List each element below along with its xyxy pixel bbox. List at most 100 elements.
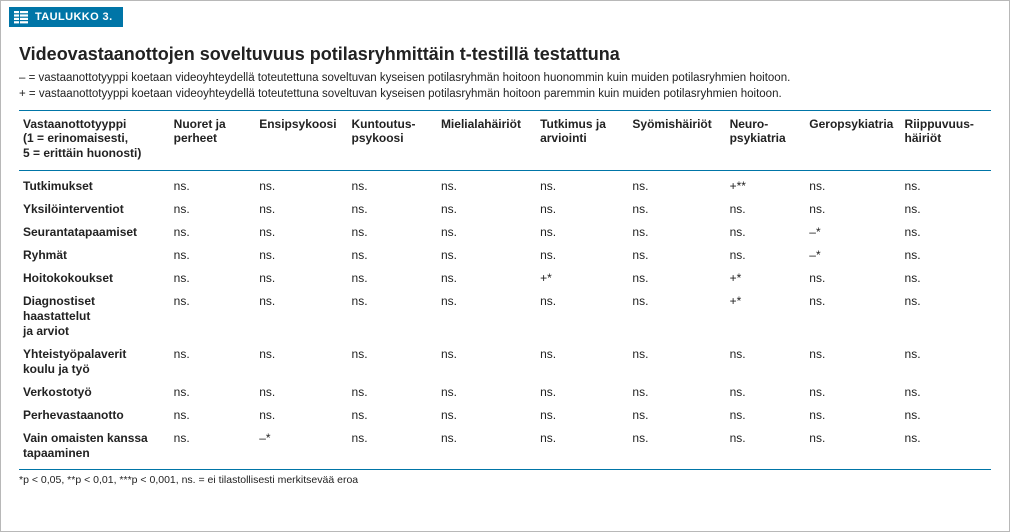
cell: ns.	[536, 343, 628, 381]
cell: ns.	[628, 343, 725, 381]
table-row: Tutkimuksetns.ns.ns.ns.ns.ns.+**ns.ns.	[19, 171, 991, 199]
cell: ns.	[536, 381, 628, 404]
cell: ns.	[255, 343, 347, 381]
cell: ns.	[348, 427, 437, 470]
cell: ns.	[536, 221, 628, 244]
cell: ns.	[170, 198, 256, 221]
table-card: TAULUKKO 3. Videovastaanottojen soveltuv…	[0, 0, 1010, 532]
cell: +*	[536, 267, 628, 290]
cell: ns.	[170, 267, 256, 290]
cell: ns.	[255, 244, 347, 267]
legend-plus: + = vastaanottotyyppi koetaan videoyhtey…	[19, 87, 991, 103]
cell: ns.	[628, 267, 725, 290]
row-label: Tutkimukset	[19, 171, 170, 199]
cell: ns.	[726, 381, 806, 404]
cell: ns.	[726, 404, 806, 427]
cell: ns.	[348, 198, 437, 221]
column-header: Tutkimus jaarviointi	[536, 111, 628, 171]
cell: ns.	[805, 381, 900, 404]
cell: ns.	[628, 171, 725, 199]
table-row: Yksilöinterventiotns.ns.ns.ns.ns.ns.ns.n…	[19, 198, 991, 221]
cell: ns.	[805, 267, 900, 290]
cell: ns.	[437, 343, 536, 381]
cell: –*	[805, 221, 900, 244]
cell: ns.	[805, 198, 900, 221]
cell: ns.	[170, 290, 256, 343]
cell: ns.	[437, 267, 536, 290]
card-content: Videovastaanottojen soveltuvuus potilasr…	[1, 30, 1009, 492]
cell: –*	[805, 244, 900, 267]
table-row: Perhevastaanottons.ns.ns.ns.ns.ns.ns.ns.…	[19, 404, 991, 427]
cell: ns.	[901, 171, 991, 199]
table-row: Vain omaisten kanssatapaaminenns.–*ns.ns…	[19, 427, 991, 470]
cell: ns.	[437, 290, 536, 343]
cell: ns.	[901, 221, 991, 244]
cell: ns.	[255, 381, 347, 404]
cell: ns.	[726, 343, 806, 381]
column-header: Syömishäiriöt	[628, 111, 725, 171]
cell: ns.	[901, 198, 991, 221]
cell: ns.	[628, 427, 725, 470]
cell: –*	[255, 427, 347, 470]
cell: ns.	[348, 221, 437, 244]
table-title: Videovastaanottojen soveltuvuus potilasr…	[19, 44, 991, 65]
data-table: Vastaanottotyyppi(1 = erinomaisesti,5 = …	[19, 110, 991, 470]
cell: ns.	[255, 290, 347, 343]
cell: ns.	[628, 381, 725, 404]
cell: ns.	[805, 343, 900, 381]
cell: ns.	[348, 381, 437, 404]
column-header: Kuntoutus-psykoosi	[348, 111, 437, 171]
cell: ns.	[726, 427, 806, 470]
cell: ns.	[170, 427, 256, 470]
cell: ns.	[805, 404, 900, 427]
row-label: Ryhmät	[19, 244, 170, 267]
column-header: Nuoret japerheet	[170, 111, 256, 171]
table-row: Diagnostiset haastattelutja arviotns.ns.…	[19, 290, 991, 343]
row-label: Verkostotyö	[19, 381, 170, 404]
cell: ns.	[348, 290, 437, 343]
table-body: Tutkimuksetns.ns.ns.ns.ns.ns.+**ns.ns.Yk…	[19, 171, 991, 470]
cell: ns.	[628, 198, 725, 221]
row-label: Seurantatapaamiset	[19, 221, 170, 244]
row-label: Diagnostiset haastattelutja arviot	[19, 290, 170, 343]
legend-minus: – = vastaanottotyyppi koetaan videoyhtey…	[19, 71, 991, 87]
cell: ns.	[170, 221, 256, 244]
cell: ns.	[536, 427, 628, 470]
column-header: Neuro-psykiatria	[726, 111, 806, 171]
cell: +*	[726, 290, 806, 343]
row-label: Hoitokokoukset	[19, 267, 170, 290]
cell: ns.	[536, 290, 628, 343]
table-badge: TAULUKKO 3.	[9, 7, 123, 27]
table-row: Verkostotyöns.ns.ns.ns.ns.ns.ns.ns.ns.	[19, 381, 991, 404]
cell: ns.	[536, 198, 628, 221]
table-row: Ryhmätns.ns.ns.ns.ns.ns.ns.–*ns.	[19, 244, 991, 267]
table-head: Vastaanottotyyppi(1 = erinomaisesti,5 = …	[19, 111, 991, 171]
cell: ns.	[536, 171, 628, 199]
cell: ns.	[255, 221, 347, 244]
cell: ns.	[255, 404, 347, 427]
cell: ns.	[805, 171, 900, 199]
cell: ns.	[170, 171, 256, 199]
cell: ns.	[901, 381, 991, 404]
table-row: Seurantatapaamisetns.ns.ns.ns.ns.ns.ns.–…	[19, 221, 991, 244]
cell: ns.	[437, 198, 536, 221]
cell: ns.	[437, 171, 536, 199]
cell: ns.	[255, 171, 347, 199]
table-legend: – = vastaanottotyyppi koetaan videoyhtey…	[19, 71, 991, 102]
cell: ns.	[348, 171, 437, 199]
cell: ns.	[348, 267, 437, 290]
column-header: Riippuvuus-häiriöt	[901, 111, 991, 171]
cell: ns.	[901, 404, 991, 427]
column-header: Vastaanottotyyppi(1 = erinomaisesti,5 = …	[19, 111, 170, 171]
cell: ns.	[255, 198, 347, 221]
row-label: Perhevastaanotto	[19, 404, 170, 427]
cell: ns.	[726, 198, 806, 221]
column-header: Ensipsykoosi	[255, 111, 347, 171]
cell: ns.	[437, 427, 536, 470]
cell: ns.	[805, 427, 900, 470]
row-label: Yhteistyöpalaveritkoulu ja työ	[19, 343, 170, 381]
row-label: Yksilöinterventiot	[19, 198, 170, 221]
badge-label: TAULUKKO 3.	[35, 11, 113, 23]
row-label: Vain omaisten kanssatapaaminen	[19, 427, 170, 470]
cell: ns.	[901, 290, 991, 343]
